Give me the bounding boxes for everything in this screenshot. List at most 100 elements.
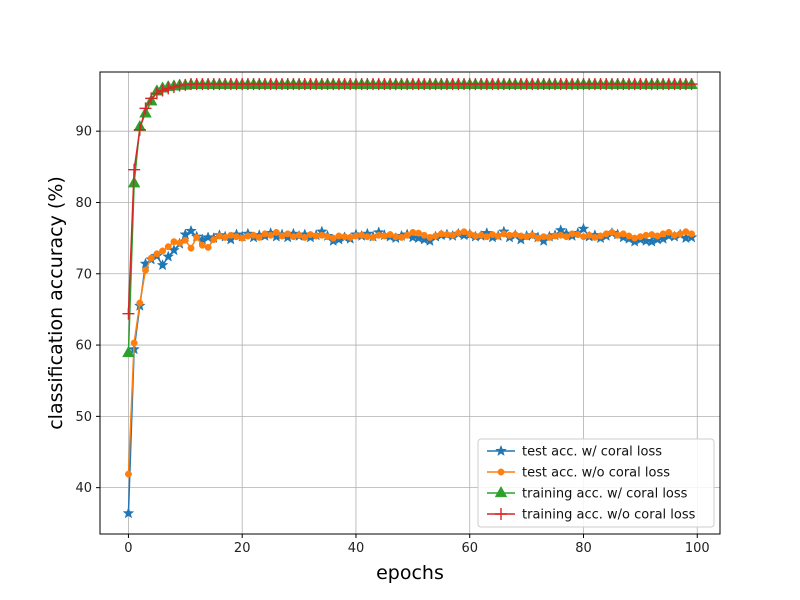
data-point [289, 233, 297, 241]
data-point [648, 231, 656, 239]
data-point [517, 232, 525, 240]
x-tick-label: 20 [234, 541, 251, 556]
data-point [215, 232, 223, 240]
data-point [162, 250, 175, 262]
data-point [133, 123, 146, 136]
data-point [233, 233, 240, 241]
data-point [179, 78, 192, 91]
legend-label: test acc. w/o coral loss [522, 466, 670, 481]
y-axis: 40 50 60 70 80 90 [75, 125, 100, 496]
data-point [602, 230, 610, 238]
legend-entry: training acc. w/o coral loss [487, 508, 696, 523]
data-point [153, 250, 161, 258]
data-point [580, 233, 587, 241]
data-point [568, 230, 576, 238]
data-point [142, 266, 149, 274]
y-tick-label: 50 [75, 410, 92, 425]
data-point [124, 470, 132, 478]
data-point [335, 232, 343, 240]
data-point [162, 82, 175, 95]
x-tick-label: 0 [124, 541, 132, 556]
plot-frame [99, 71, 721, 535]
data-point [173, 79, 186, 92]
data-point [454, 229, 462, 237]
data-point [346, 233, 354, 241]
data-point [665, 228, 673, 236]
data-point [392, 233, 400, 241]
legend-marker [494, 485, 508, 498]
data-point [358, 231, 366, 239]
data-point [659, 230, 667, 238]
data-point [545, 233, 553, 241]
data-point [156, 84, 169, 97]
data-point [471, 232, 479, 240]
data-point [688, 230, 696, 238]
y-tick-label: 60 [75, 339, 92, 354]
data-point [267, 231, 275, 239]
data-point [318, 231, 326, 239]
data-point [562, 233, 570, 241]
data-point [210, 236, 218, 243]
legend-label: test acc. w/ coral loss [522, 445, 662, 460]
data-point [557, 231, 565, 239]
data-point [193, 233, 201, 241]
data-point [204, 243, 212, 251]
data-point [443, 231, 451, 239]
y-tick-label: 40 [75, 481, 92, 496]
data-point [375, 231, 383, 239]
data-point [608, 228, 616, 236]
y-tick-label: 70 [75, 267, 92, 282]
data-point [437, 230, 445, 238]
data-point [202, 231, 214, 243]
data-point [185, 224, 197, 237]
legend-label: training acc. w/ coral loss [522, 487, 688, 502]
legend-marker [497, 468, 505, 476]
data-point [164, 243, 172, 251]
data-point [122, 307, 135, 320]
x-tick-label: 40 [348, 541, 365, 556]
x-axis: 0 20 40 60 80 100 [124, 534, 710, 556]
y-tick-label: 90 [75, 125, 92, 140]
data-point [685, 78, 698, 91]
data-point [227, 231, 235, 239]
data-point [341, 233, 349, 241]
data-point [145, 92, 158, 105]
data-point [324, 233, 331, 241]
data-point [426, 233, 434, 241]
data-point [631, 234, 639, 242]
data-point [489, 231, 496, 239]
data-point [642, 231, 650, 239]
y-tick-label: 80 [75, 196, 92, 211]
data-point [380, 232, 388, 240]
data-point [477, 231, 485, 239]
legend-entry: test acc. w/o coral loss [487, 466, 670, 481]
data-point [403, 231, 411, 239]
data-point [136, 299, 144, 307]
y-axis-label: classification accuracy (%) [45, 176, 67, 430]
data-point [255, 233, 263, 241]
data-point [506, 231, 513, 239]
data-point [528, 231, 536, 239]
data-point [352, 232, 360, 240]
data-point [307, 231, 314, 239]
data-point [312, 232, 320, 240]
data-point [130, 339, 138, 347]
data-point [139, 102, 152, 115]
data-point [244, 232, 252, 240]
data-point [272, 228, 280, 236]
series-2 [124, 228, 696, 478]
data-point [284, 230, 292, 238]
data-point [523, 233, 531, 241]
data-point [167, 80, 180, 93]
data-point [261, 230, 269, 238]
data-point [170, 238, 178, 246]
data-point [128, 163, 141, 176]
legend: test acc. w/ coral loss test acc. w/o cor… [477, 438, 715, 528]
data-point [540, 233, 548, 241]
data-point [577, 222, 590, 234]
series-4 [122, 78, 698, 320]
data-point [363, 233, 371, 241]
data-point [159, 247, 167, 255]
legend-marker [495, 508, 507, 520]
